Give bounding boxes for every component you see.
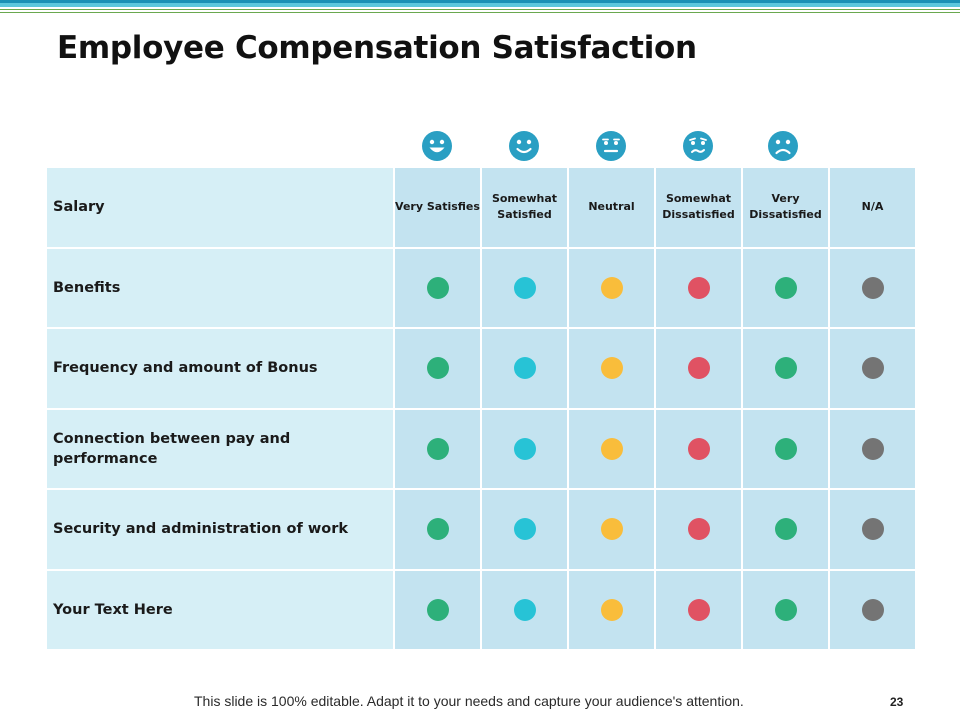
- col-header-neutral: Neutral: [569, 168, 654, 247]
- row-label: Your Text Here: [47, 570, 393, 649]
- top-stripe-light: [0, 3, 960, 7]
- rating-cell-na: [830, 490, 915, 569]
- satisfaction-faces: [0, 128, 960, 164]
- rating-dot-na[interactable]: [861, 518, 884, 541]
- rating-dot-very-dissatisfied[interactable]: [774, 518, 797, 541]
- rating-dot-somewhat-satisfied[interactable]: [513, 598, 536, 621]
- col-header-very-satisfies: Very Satisfies: [395, 168, 480, 247]
- col-header-somewhat-satisfied: Somewhat Satisfied: [482, 168, 567, 247]
- confused-face-icon: [683, 131, 713, 161]
- rating-dot-na[interactable]: [861, 437, 884, 460]
- rating-cell-somewhat-dissatisfied: [656, 329, 741, 408]
- rating-cell-very-satisfies: [395, 490, 480, 569]
- rating-dot-somewhat-dissatisfied[interactable]: [687, 598, 710, 621]
- rating-cell-very-satisfies: [395, 570, 480, 649]
- rating-dot-somewhat-dissatisfied[interactable]: [687, 437, 710, 460]
- neutral-face-icon: [596, 131, 626, 161]
- rating-dot-very-satisfies[interactable]: [426, 276, 449, 299]
- rating-cell-neutral: [569, 490, 654, 569]
- top-decoration: [0, 0, 960, 16]
- rating-dot-somewhat-satisfied[interactable]: [513, 437, 536, 460]
- row-label: Connection between pay and performance: [47, 409, 393, 488]
- rating-cell-neutral: [569, 248, 654, 327]
- col-header-very-dissatisfied: Very Dissatisfied: [743, 168, 828, 247]
- rating-dot-neutral[interactable]: [600, 518, 623, 541]
- frown-face-icon: [768, 131, 798, 161]
- top-stripe-thin: [0, 9, 960, 10]
- top-stripe-dark: [0, 0, 960, 3]
- table-row: Benefits: [47, 248, 915, 327]
- row-label: Frequency and amount of Bonus: [47, 329, 393, 408]
- page-number: 23: [890, 695, 904, 709]
- rating-dot-somewhat-satisfied[interactable]: [513, 518, 536, 541]
- rating-dot-na[interactable]: [861, 598, 884, 621]
- rating-cell-very-dissatisfied: [743, 570, 828, 649]
- rating-dot-somewhat-satisfied[interactable]: [513, 276, 536, 299]
- slide-title: Employee Compensation Satisfaction: [57, 30, 697, 66]
- rating-dot-na[interactable]: [861, 357, 884, 380]
- rating-dot-na[interactable]: [861, 276, 884, 299]
- row-label: Security and administration of work: [47, 490, 393, 569]
- rating-dot-somewhat-dissatisfied[interactable]: [687, 276, 710, 299]
- rating-cell-very-satisfies: [395, 409, 480, 488]
- rating-dot-neutral[interactable]: [600, 357, 623, 380]
- rating-cell-somewhat-dissatisfied: [656, 409, 741, 488]
- table-row: Your Text Here: [47, 570, 915, 649]
- rating-dot-neutral[interactable]: [600, 598, 623, 621]
- row-label: Benefits: [47, 248, 393, 327]
- grin-face-icon: [422, 131, 452, 161]
- rating-cell-na: [830, 570, 915, 649]
- rating-dot-somewhat-dissatisfied[interactable]: [687, 357, 710, 380]
- rating-cell-na: [830, 248, 915, 327]
- satisfaction-table: Salary Very Satisfies Somewhat Satisfied…: [45, 166, 917, 651]
- rating-cell-na: [830, 329, 915, 408]
- rating-cell-somewhat-satisfied: [482, 329, 567, 408]
- rating-dot-very-dissatisfied[interactable]: [774, 598, 797, 621]
- col-header-na: N/A: [830, 168, 915, 247]
- table-row: Frequency and amount of Bonus: [47, 329, 915, 408]
- table-row: Security and administration of work: [47, 490, 915, 569]
- rating-dot-very-satisfies[interactable]: [426, 437, 449, 460]
- header-row: Salary Very Satisfies Somewhat Satisfied…: [47, 168, 915, 247]
- rating-cell-somewhat-satisfied: [482, 409, 567, 488]
- rating-dot-neutral[interactable]: [600, 437, 623, 460]
- rating-dot-somewhat-satisfied[interactable]: [513, 357, 536, 380]
- rating-cell-very-satisfies: [395, 329, 480, 408]
- rating-dot-very-satisfies[interactable]: [426, 357, 449, 380]
- rating-cell-somewhat-satisfied: [482, 570, 567, 649]
- footer-note: This slide is 100% editable. Adapt it to…: [194, 693, 744, 709]
- rating-cell-somewhat-satisfied: [482, 490, 567, 569]
- rating-dot-very-dissatisfied[interactable]: [774, 437, 797, 460]
- rating-dot-somewhat-dissatisfied[interactable]: [687, 518, 710, 541]
- rating-cell-somewhat-dissatisfied: [656, 248, 741, 327]
- rating-cell-na: [830, 409, 915, 488]
- rating-cell-very-dissatisfied: [743, 248, 828, 327]
- rating-cell-very-dissatisfied: [743, 409, 828, 488]
- rating-dot-very-satisfies[interactable]: [426, 518, 449, 541]
- rating-cell-very-dissatisfied: [743, 329, 828, 408]
- rating-dot-neutral[interactable]: [600, 276, 623, 299]
- rating-dot-very-satisfies[interactable]: [426, 598, 449, 621]
- rating-cell-neutral: [569, 329, 654, 408]
- rating-cell-neutral: [569, 409, 654, 488]
- col-header-somewhat-dissatisfied: Somewhat Dissatisfied: [656, 168, 741, 247]
- rating-cell-very-dissatisfied: [743, 490, 828, 569]
- rating-cell-very-satisfies: [395, 248, 480, 327]
- rating-dot-very-dissatisfied[interactable]: [774, 357, 797, 380]
- rating-cell-somewhat-dissatisfied: [656, 490, 741, 569]
- rating-cell-somewhat-dissatisfied: [656, 570, 741, 649]
- rating-cell-neutral: [569, 570, 654, 649]
- rating-cell-somewhat-satisfied: [482, 248, 567, 327]
- table-row: Connection between pay and performance: [47, 409, 915, 488]
- top-stripe-thin-2: [0, 12, 960, 13]
- header-row-label: Salary: [47, 168, 393, 247]
- smile-face-icon: [509, 131, 539, 161]
- rating-dot-very-dissatisfied[interactable]: [774, 276, 797, 299]
